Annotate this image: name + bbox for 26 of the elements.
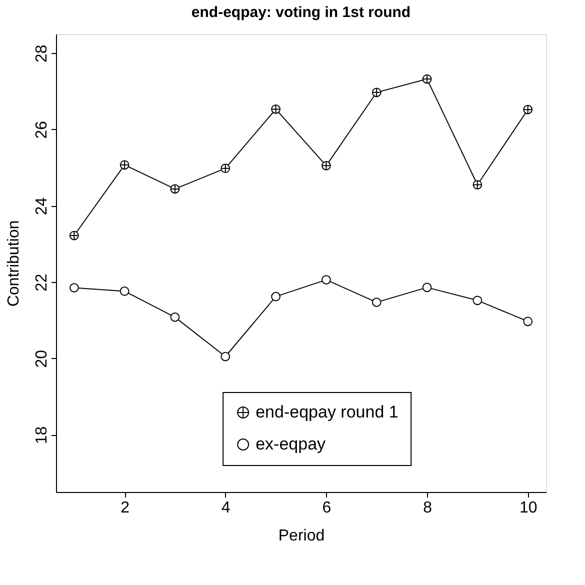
legend-label: end-eqpay round 1 — [256, 402, 398, 422]
point — [523, 316, 533, 326]
y-tick-label: 18 — [34, 426, 50, 444]
y-tick-label: 26 — [34, 120, 50, 139]
x-tick-label: 6 — [322, 500, 332, 516]
x-tick-label: 10 — [519, 500, 538, 516]
point — [120, 286, 130, 296]
legend-label: ex-eqpay — [256, 434, 326, 454]
point — [422, 282, 432, 292]
y-tick-label: 24 — [34, 197, 50, 216]
point — [322, 275, 331, 284]
point — [69, 283, 79, 292]
point — [271, 292, 280, 302]
y-axis-title: Contribution — [6, 220, 22, 307]
x-axis-title: Period — [278, 528, 325, 544]
y-tick-label: 20 — [34, 350, 50, 368]
point — [220, 352, 230, 362]
point — [472, 296, 482, 306]
chart-title: end-eqpay: voting in 1st round — [191, 4, 411, 21]
y-tick-label: 22 — [34, 274, 50, 292]
x-tick-label: 4 — [221, 500, 230, 516]
point — [372, 298, 382, 307]
y-tick-label: 28 — [34, 44, 50, 62]
x-tick-label: 2 — [120, 500, 130, 516]
x-tick-label: 8 — [423, 500, 432, 516]
point — [170, 312, 180, 322]
